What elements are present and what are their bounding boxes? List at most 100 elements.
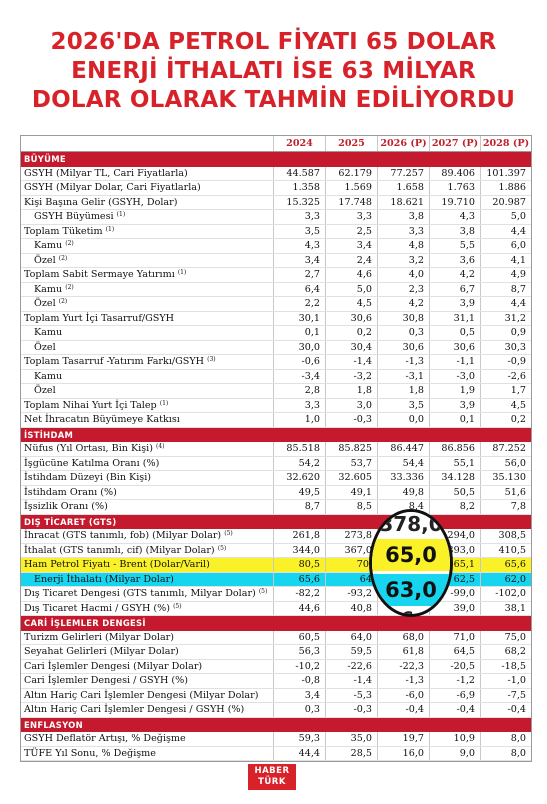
- table-cell: 3,6: [429, 253, 480, 267]
- table-cell: 4,6: [325, 268, 377, 282]
- table-cell: 0,2: [480, 413, 531, 427]
- table-cell: 15.325: [273, 195, 325, 209]
- table-cell: 20.987: [480, 195, 531, 209]
- table-cell: 65,6: [480, 558, 531, 572]
- footnote-marker: (5): [224, 530, 233, 537]
- row-label-text: GSYH (Milyar Dolar, Cari Fiyatlarla): [24, 182, 201, 193]
- table-cell: 30,4: [325, 340, 377, 354]
- row-label-text: Altın Hariç Cari İşlemler Dengesi / GSYH…: [24, 704, 245, 715]
- table-cell: 49,8: [377, 485, 429, 499]
- table-cell: -0,4: [377, 703, 429, 717]
- table-cell: 38,1: [480, 601, 531, 615]
- table-cell: 2,5: [325, 224, 377, 238]
- row-label-text: TÜFE Yıl Sonu, % Değişme: [24, 747, 156, 759]
- row-label-text: Ham Petrol Fiyatı - Brent (Dolar/Varil): [24, 559, 210, 570]
- table-row: Altın Hariç Cari İşlemler Dengesi (Milya…: [21, 688, 531, 704]
- forecast-table: 2024 2025 (GT) 2026 (P) 2027 (P) 2028 (P…: [20, 135, 532, 762]
- section-header: İSTİHDAM: [21, 427, 531, 442]
- logo-line-2: TÜRK: [258, 777, 286, 787]
- table-row: Toplam Tüketim (1) 3,5 2,5 3,3 3,8 4,4: [21, 224, 531, 239]
- table-cell: -93,2: [325, 587, 377, 601]
- row-label-text: İstihdam Düzeyi (Bin Kişi): [24, 472, 152, 483]
- table-cell: 64,5: [429, 645, 480, 659]
- table-cell: 0,0: [377, 413, 429, 427]
- haberturk-logo: HABER TÜRK: [248, 764, 296, 790]
- table-row: Toplam Yurt İçi Tasarruf/GSYH 30,1 30,6 30,…: [21, 311, 531, 327]
- row-label: Kamu: [34, 370, 62, 385]
- table-row: Toplam Sabit Sermaye Yatırımı (1) 2,7 4,6 4…: [21, 268, 531, 283]
- row-label: İthalat (GTS tanımlı, cif) (Milyar Dolar…: [24, 544, 226, 559]
- table-cell: 410,5: [480, 543, 531, 557]
- row-label-text: Toplam Sabit Sermaye Yatırımı: [24, 269, 175, 280]
- section-header: CARİ İŞLEMLER DENGESİ: [21, 616, 531, 631]
- table-row: Özel 30,0 30,4 30,6 30,6 30,3: [21, 340, 531, 355]
- row-label: GSYH (Milyar Dolar, Cari Fiyatlarla): [24, 181, 201, 196]
- table-cell: 7,8: [480, 500, 531, 514]
- highlighted-table-row: Ham Petrol Fiyatı - Brent (Dolar/Varil) 8…: [21, 558, 531, 573]
- row-label-text: Cari İşlemler Dengesi / GSYH (%): [24, 675, 188, 686]
- table-cell: 9,0: [429, 746, 480, 760]
- table-cell: 0,1: [273, 326, 325, 340]
- table-cell: -20,5: [429, 659, 480, 673]
- table-cell: 19.710: [429, 195, 480, 209]
- table-cell: 3,8: [429, 224, 480, 238]
- row-label: Toplam Nihai Yurt İçi Talep (1): [24, 399, 168, 414]
- table-row: Özel (2) 2,2 4,5 4,2 3,9 4,4: [21, 297, 531, 312]
- table-row: Cari İşlemler Dengesi (Milyar Dolar) -10,…: [21, 659, 531, 675]
- table-cell: 40,8: [325, 601, 377, 615]
- footnote-marker: (4): [156, 443, 165, 450]
- table-row: Turizm Gelirleri (Milyar Dolar) 60,5 64,0 6…: [21, 630, 531, 645]
- highlighted-table-row: Enerji İthalatı (Milyar Dolar) 65,6 64 62,5…: [21, 572, 531, 587]
- table-cell: 86.447: [377, 442, 429, 456]
- table-cell: -0,8: [273, 674, 325, 688]
- table-row: Dış Ticaret Dengesi (GTS tanımlı, Milyar…: [21, 587, 531, 602]
- table-cell: 28,5: [325, 746, 377, 760]
- footnote-marker: (3): [207, 356, 216, 363]
- table-cell: 59,5: [325, 645, 377, 659]
- table-cell: 1,0: [273, 413, 325, 427]
- table-cell: -1,0: [480, 674, 531, 688]
- row-label-text: İhracat (GTS tanımlı, fob) (Milyar Dolar…: [24, 530, 222, 541]
- table-cell: 2,7: [273, 268, 325, 282]
- row-label: TÜFE Yıl Sonu, % Değişme: [24, 747, 156, 762]
- table-cell: -22,6: [325, 659, 377, 673]
- table-cell: 64,0: [325, 630, 377, 644]
- row-label: Kamu (2): [34, 239, 74, 254]
- footnote-marker: (5): [258, 588, 268, 595]
- table-cell: 31,2: [480, 311, 531, 325]
- table-cell: 4,0: [377, 268, 429, 282]
- table-cell: 6,4: [273, 282, 325, 296]
- row-label: İhracat (GTS tanımlı, fob) (Milyar Dolar…: [24, 529, 233, 544]
- table-cell: 10,9: [429, 732, 480, 746]
- table-cell: -1,4: [325, 355, 377, 369]
- table-cell: 54,4: [377, 456, 429, 470]
- table-cell: 30,6: [377, 340, 429, 354]
- table-cell: 61,8: [377, 645, 429, 659]
- table-cell: 35.130: [480, 471, 531, 485]
- table-cell: 6,7: [429, 282, 480, 296]
- table-cell: 44,4: [273, 746, 325, 760]
- table-cell: 51,6: [480, 485, 531, 499]
- table-cell: 101.397: [480, 166, 531, 180]
- table-cell: 68,2: [480, 645, 531, 659]
- table-cell: -2,6: [480, 369, 531, 383]
- table-cell: 8,2: [429, 500, 480, 514]
- table-cell: -102,0: [480, 587, 531, 601]
- table-cell: 261,8: [273, 529, 325, 543]
- table-cell: 3,3: [273, 210, 325, 224]
- row-label: GSYH (Milyar TL, Cari Fiyatlarla): [24, 167, 188, 182]
- table-cell: 0,3: [377, 326, 429, 340]
- row-label: Altın Hariç Cari İşlemler Dengesi (Milya…: [24, 689, 259, 704]
- table-cell: 3,4: [325, 239, 377, 253]
- table-cell: 30,0: [273, 340, 325, 354]
- table-cell: 0,3: [273, 703, 325, 717]
- table-cell: -10,2: [273, 659, 325, 673]
- table-cell: 2,3: [377, 282, 429, 296]
- table-row: Toplam Nihai Yurt İçi Talep (1) 3,3 3,0 3,5…: [21, 398, 531, 414]
- table-cell: 59,3: [273, 732, 325, 746]
- row-label: Cari İşlemler Dengesi (Milyar Dolar): [24, 660, 202, 675]
- magnified-export-value: 378,0: [372, 512, 450, 536]
- table-cell: 4,4: [480, 224, 531, 238]
- row-label: Toplam Yurt İçi Tasarruf/GSYH: [24, 312, 174, 327]
- row-label-text: Özel: [34, 341, 56, 353]
